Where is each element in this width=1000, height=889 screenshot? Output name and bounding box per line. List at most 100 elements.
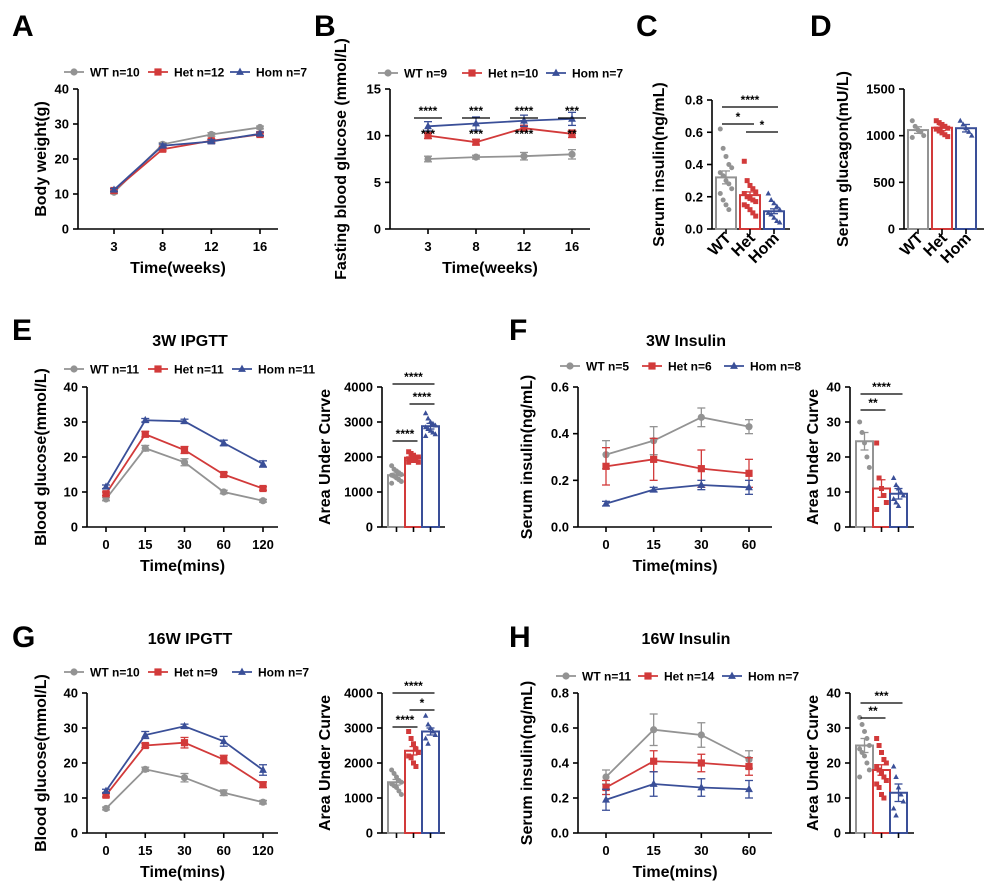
hom-marker [898,791,904,797]
x-tick-label: 3 [110,239,117,254]
het-marker [874,736,880,741]
hom-marker [425,721,431,727]
significance-label: ** [567,127,577,141]
hom-marker [236,67,244,75]
hom-marker [238,364,246,372]
significance-label: *** [469,127,483,141]
wt-marker [857,715,863,720]
het-marker [945,134,951,140]
het-series-line [105,741,264,796]
panel-A-line-chart: 0 10 20 30 40 3 8 12 16 Time(weeks) WT n=10 Het n=1… [33,66,307,278]
hom-marker [900,492,907,498]
x-axis-label: Time(mins) [632,864,717,881]
panel-letter: A [12,10,34,43]
het-marker [881,493,887,498]
significance-label: * [760,118,765,132]
het-marker [879,771,884,776]
wt-marker [859,750,865,755]
x-tick-label: 0 [102,843,109,858]
panel-B-line-chart: 0 5 10 15 3 8 12 16 Time(weeks) WT n=9 Het n=10 Hom… [333,38,623,280]
hom-marker [776,206,783,212]
hom-marker [219,438,228,446]
y-tick-label: 4000 [344,686,373,701]
bar [931,126,953,230]
wt-marker [398,792,404,797]
series-het [102,736,267,799]
y-tick-label: 30 [827,415,841,430]
hom-marker [430,728,436,734]
panel-letter: D [810,10,832,43]
het-marker [180,739,189,747]
legend: WT n=10 Het n=9 Hom n=7 [64,666,309,680]
y-tick-label: 0.6 [551,380,569,395]
wt-marker [389,480,395,486]
x-tick-label: 60 [217,843,231,858]
wt-series-line [605,728,750,778]
het-marker [424,132,432,140]
x-category-label: WT [897,230,927,260]
bar [421,425,440,529]
y-axis-label: Blood glucose(mmol/L) [33,674,50,852]
het-marker [747,195,753,201]
y-tick-label: 0.4 [551,756,570,771]
y-tick-label: 1000 [344,485,373,500]
het-marker [933,118,939,124]
y-tick-label: 0.4 [685,157,704,172]
hom-marker [427,725,434,730]
significance-label: * [736,110,741,124]
wt-marker [862,440,867,446]
het-marker [568,130,576,138]
hom-marker [102,786,110,794]
y-axis-label: Blood glucose(mmol/L) [33,368,50,546]
y-tick-label: 1000 [866,128,895,143]
hom-marker [895,485,902,491]
x-tick-label: 30 [177,537,191,552]
het-marker [883,778,889,783]
panel-E-line-chart: 0 10 20 30 40 0 15 30 60 120 Time(mins) WT n=11 Het … [33,333,315,575]
bar [855,744,874,834]
panel-letter: E [12,314,32,347]
series-wt [424,149,576,163]
hom-marker [141,730,150,738]
bar [421,730,440,834]
het-marker [648,362,656,370]
wt-marker [389,767,395,773]
significance-bracket: * [409,696,435,711]
wt-marker [864,736,870,741]
hom-marker [890,763,897,769]
wt-marker [857,774,863,780]
y-axis-label: Serum glucagon(mU/L) [835,71,852,247]
series-hom [602,771,753,811]
hom-marker [602,499,610,507]
x-tick-label: 15 [646,843,660,858]
significance-label: **** [515,127,534,141]
x-tick-label: 15 [646,537,660,552]
y-tick-label: 40 [827,686,841,701]
het-marker [411,741,416,747]
het-marker [879,750,884,755]
wt-marker [862,729,867,734]
het-series-line [605,760,750,789]
het-marker [413,746,419,752]
series-hom [102,415,267,490]
het-series-line [605,458,750,475]
hom-marker [774,203,780,209]
hom-marker [771,200,777,206]
wt-marker [259,497,267,505]
x-tick-label: 0 [602,537,609,552]
legend-entry: Het n=10 [488,67,539,81]
significance-label: **** [419,104,438,118]
wt-marker [726,181,732,187]
bar-hom [889,763,908,838]
hom-marker [697,783,706,791]
chart-title: 3W IPGTT [152,333,228,350]
y-tick-label: 500 [873,175,895,190]
het-marker [881,774,887,780]
legend-entry: WT n=11 [90,363,139,377]
hom-marker [432,732,439,737]
series-wt [110,123,264,196]
y-axis-label: Area Under Curve [317,389,334,525]
wt-marker [220,789,228,797]
